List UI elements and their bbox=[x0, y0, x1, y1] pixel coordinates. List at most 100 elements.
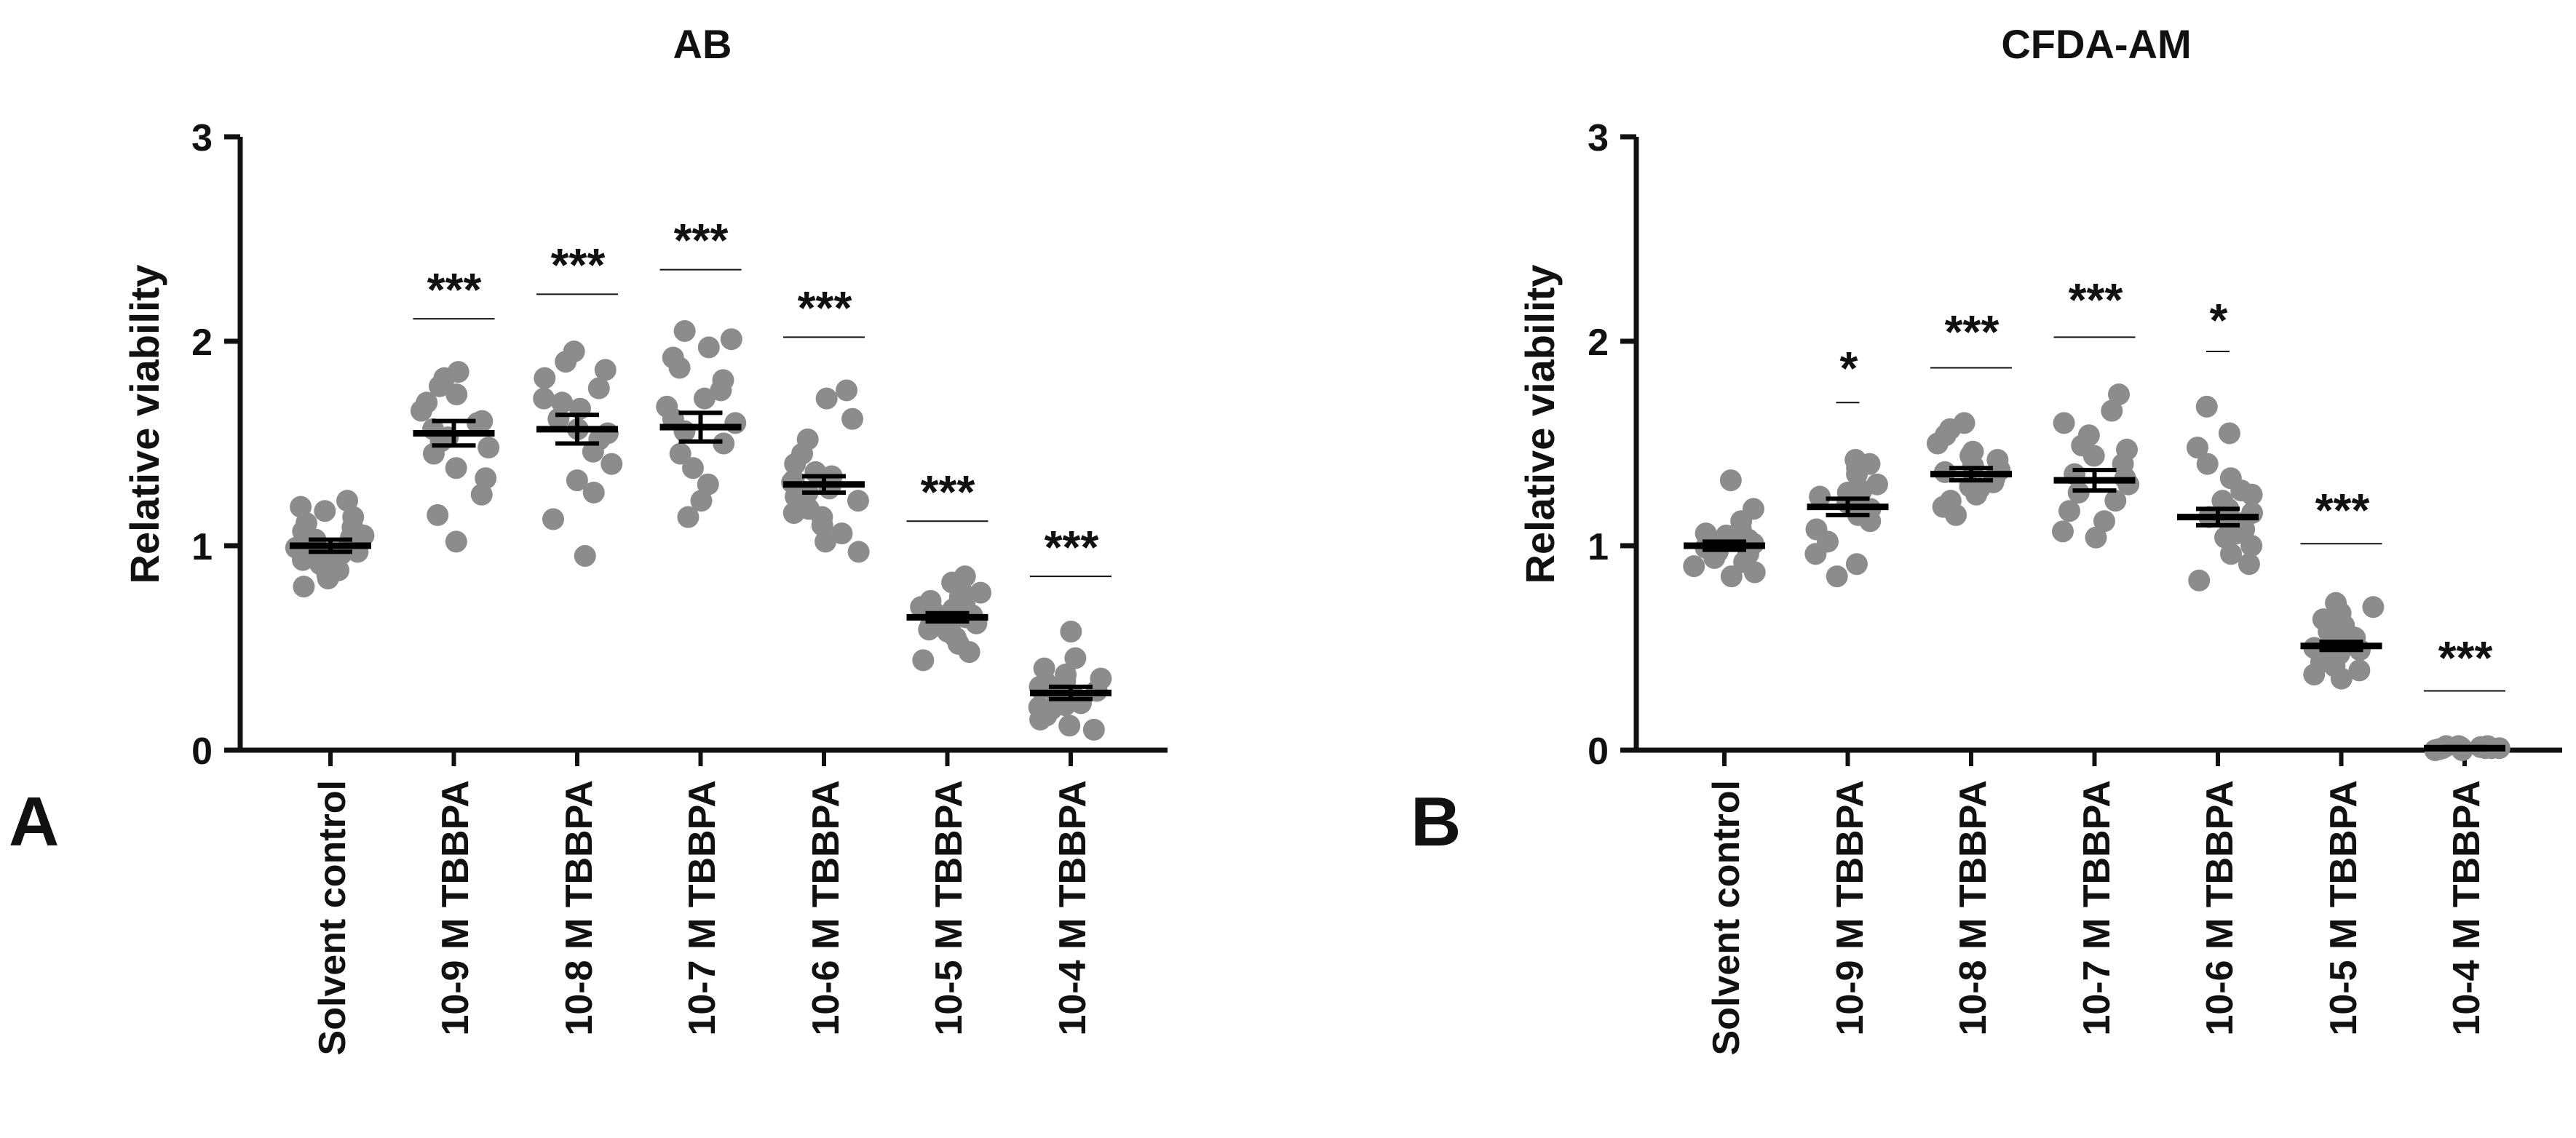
chart-a-data-point bbox=[594, 359, 617, 381]
chart-a-sig-label: *** bbox=[551, 239, 606, 291]
chart-b-sig-label: *** bbox=[2438, 632, 2493, 684]
chart-b-data-point bbox=[2330, 667, 2353, 690]
chart-a-data-point bbox=[811, 514, 833, 536]
chart-b-data-point bbox=[2108, 383, 2131, 406]
chart-b-data-point bbox=[2051, 520, 2074, 543]
chart-b-ytick-label: 2 bbox=[1588, 322, 1609, 364]
chart-a-data-point bbox=[1064, 647, 1087, 669]
chart-b-data-point bbox=[2058, 500, 2080, 522]
chart-b-data-point bbox=[2238, 553, 2260, 576]
chart-b-data-point bbox=[2218, 422, 2240, 445]
chart-a-title: AB bbox=[673, 21, 732, 67]
chart-a-significance: *** *** *** *** *** *** bbox=[413, 214, 1111, 578]
chart-a-sig-label: *** bbox=[427, 263, 482, 316]
chart-b-data-point bbox=[2348, 659, 2371, 682]
chart-a-data-point bbox=[534, 367, 556, 389]
chart-a-sig-label: *** bbox=[674, 214, 729, 266]
chart-b-data-point bbox=[1809, 485, 1831, 508]
chart-b-data-point bbox=[1804, 543, 1827, 565]
chart-a-data-point bbox=[1058, 715, 1081, 737]
chart-b-ytick-label: 1 bbox=[1588, 526, 1609, 568]
chart-a-data-point bbox=[697, 336, 720, 359]
chart-b-data-point bbox=[2240, 483, 2263, 506]
chart-a-ticks: 0 1 2 3 bbox=[191, 117, 1073, 773]
chart-b-data-point bbox=[1959, 445, 1982, 467]
chart-b-axes bbox=[1633, 137, 2562, 753]
chart-b-data-point bbox=[2093, 510, 2115, 533]
chart-b-xlabels: Solvent control 10-9 M TBBPA 10-8 M TBBP… bbox=[1705, 780, 2488, 1055]
chart-a-sig-label: *** bbox=[921, 466, 975, 518]
chart-a-data-point bbox=[477, 437, 500, 459]
chart-a-ytick-label: 3 bbox=[191, 117, 213, 159]
chart-a-sig-label: *** bbox=[798, 282, 852, 334]
chart-b-data-point bbox=[2240, 535, 2263, 557]
chart-a-data-point bbox=[1040, 698, 1063, 720]
chart-b-data-point bbox=[1719, 469, 1742, 492]
chart-a-ytick-label: 0 bbox=[191, 731, 213, 773]
chart-a-data-point bbox=[936, 621, 959, 643]
chart-a-data-point bbox=[836, 379, 858, 402]
chart-a-category-label: 10-6 M TBBPA bbox=[805, 780, 847, 1036]
chart-a-data-point bbox=[710, 379, 732, 402]
chart-b-data-point bbox=[1695, 522, 1717, 545]
chart-a-data-point bbox=[831, 522, 853, 545]
chart-a-data-point bbox=[566, 469, 588, 492]
chart-a-data-point bbox=[445, 530, 467, 553]
chart-a-data-point bbox=[1082, 718, 1105, 741]
chart-a-category-label: Solvent control bbox=[312, 780, 354, 1055]
chart-a-data-point bbox=[668, 357, 691, 379]
chart-b-ylabel: Relative viability bbox=[1517, 265, 1563, 584]
chart-a-data-point bbox=[841, 407, 864, 430]
chart-a-data-point bbox=[475, 467, 497, 490]
chart-a-data-point bbox=[847, 541, 870, 563]
chart-a-sig-label: *** bbox=[1045, 521, 1099, 573]
chart-a-data-point bbox=[815, 530, 837, 553]
chart-a-data-point bbox=[410, 399, 432, 422]
chart-a-data-point bbox=[596, 422, 619, 445]
chart-b-data-point bbox=[2196, 453, 2219, 475]
chart-a-data-point bbox=[428, 375, 451, 397]
chart-b-data-point bbox=[2115, 438, 2138, 461]
chart-a-category-label: 10-4 M TBBPA bbox=[1052, 780, 1094, 1036]
chart-b-category-label: 10-5 M TBBPA bbox=[2323, 780, 2365, 1036]
chart-a-data-point bbox=[470, 483, 493, 506]
chart-a-ytick-label: 2 bbox=[191, 322, 213, 364]
chart-a-data-point bbox=[682, 457, 705, 480]
chart-a-data-point bbox=[784, 453, 807, 475]
chart-b-data-point bbox=[2053, 412, 2075, 434]
chart-a-data-point bbox=[918, 618, 940, 641]
chart-a-marks bbox=[285, 319, 1112, 741]
chart-a-data-point bbox=[669, 442, 691, 465]
chart-b-data-point bbox=[1926, 432, 1949, 455]
chart-b-data-point bbox=[2188, 569, 2211, 592]
chart-b-data-point bbox=[2082, 445, 2105, 467]
chart-b-data-point bbox=[2195, 395, 2218, 418]
chart-a-data-point bbox=[673, 319, 696, 342]
chart-a-ylabel: Relative viability bbox=[122, 265, 167, 584]
chart-a-data-point bbox=[533, 387, 555, 410]
chart-b-sig-label: *** bbox=[2315, 484, 2370, 536]
chart-a-data-point bbox=[677, 506, 700, 528]
chart-a-data-point bbox=[724, 412, 747, 434]
chart-b-data-point bbox=[1720, 565, 1743, 588]
chart-a-data-point bbox=[427, 504, 449, 526]
chart-b-category-label: 10-4 M TBBPA bbox=[2446, 780, 2488, 1036]
chart-b-category-label: Solvent control bbox=[1705, 780, 1748, 1055]
chart-b-data-point bbox=[2085, 526, 2107, 549]
chart-b-data-point bbox=[1945, 504, 1967, 526]
chart-a-data-point bbox=[587, 377, 610, 399]
chart-a-data-point bbox=[582, 481, 605, 504]
chart-a-data-point bbox=[912, 649, 935, 672]
chart-b-ytick-label: 3 bbox=[1588, 117, 1609, 159]
chart-b-marks bbox=[1683, 383, 2510, 761]
chart-a-data-point bbox=[445, 457, 467, 480]
chart-a-category-label: 10-8 M TBBPA bbox=[558, 780, 601, 1036]
chart-a-data-point bbox=[782, 502, 805, 525]
chart-a-data-point bbox=[697, 473, 719, 496]
chart-a-data-point bbox=[673, 420, 696, 442]
chart-a-data-point bbox=[690, 490, 713, 512]
chart-b-sig-label: * bbox=[1840, 342, 1858, 394]
chart-b-significance: * *** *** * *** *** bbox=[1836, 274, 2505, 692]
chart-a-data-point bbox=[1060, 621, 1082, 643]
